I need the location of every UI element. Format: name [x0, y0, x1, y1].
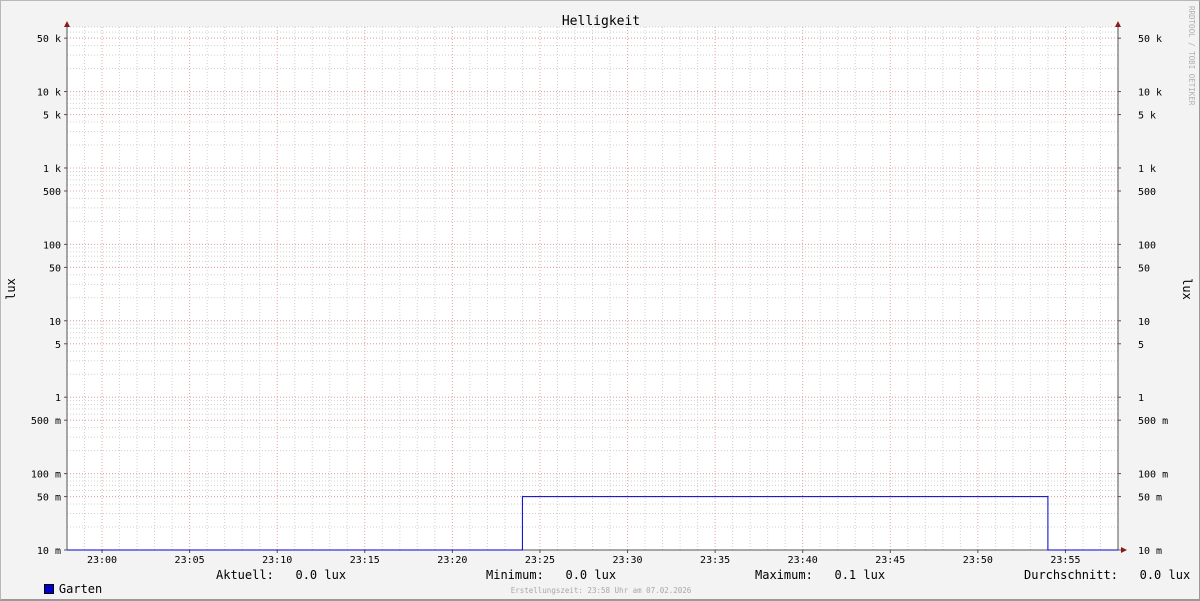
footer-timestamp: Erstellungszeit: 23:58 Uhr am 07.02.2026 [511, 586, 692, 595]
y-tick-label-left: 100 [43, 240, 61, 251]
y-tick-label-left: 10 m [37, 546, 61, 557]
min-value: 0.0 lux [565, 568, 617, 582]
legend-series-name: Garten [58, 582, 103, 596]
x-tick-label: 23:10 [262, 555, 292, 566]
legend-current: Aktuell: 0.0 lux [216, 568, 346, 582]
x-tick-label: 23:40 [788, 555, 818, 566]
y-tick-label-right: 50 k [1138, 34, 1162, 45]
x-tick-label: 23:15 [350, 555, 380, 566]
y-tick-label-right: 10 [1138, 317, 1150, 328]
y-tick-label-left: 10 [49, 317, 61, 328]
series-line-garten [67, 496, 1118, 551]
y-tick-label-right: 500 [1138, 187, 1156, 198]
y-tick-label-left: 500 m [31, 416, 61, 427]
max-label: Maximum: [755, 568, 813, 582]
y-tick-label-left: 1 k [43, 164, 61, 175]
current-label: Aktuell: [216, 568, 274, 582]
x-tick-label: 23:55 [1050, 555, 1080, 566]
legend-minimum: Minimum: 0.0 lux [486, 568, 616, 582]
y-tick-label-left: 50 k [37, 34, 61, 45]
y-tick-label-right: 100 [1138, 240, 1156, 251]
y-tick-label-right: 1 k [1138, 164, 1156, 175]
legend-series: Garten [15, 568, 103, 599]
x-tick-label: 23:35 [700, 555, 730, 566]
legend-average: Durchschnitt: 0.0 lux [1024, 568, 1190, 582]
x-tick-label: 23:05 [175, 555, 205, 566]
y-tick-label-left: 500 [43, 187, 61, 198]
y-tick-label-left: 100 m [31, 470, 61, 481]
y-tick-label-right: 50 m [1138, 493, 1162, 504]
min-label: Minimum: [486, 568, 544, 582]
x-tick-label: 23:25 [525, 555, 555, 566]
y-tick-label-right: 10 m [1138, 546, 1162, 557]
chart-title: Helligkeit [562, 14, 640, 29]
y-tick-label-left: 50 m [37, 493, 61, 504]
x-tick-label: 23:20 [437, 555, 467, 566]
y-axis-arrow-icon [64, 21, 70, 27]
y-tick-label-left: 5 k [43, 111, 61, 122]
avg-value: 0.0 lux [1139, 568, 1191, 582]
y-tick-label-right: 100 m [1138, 470, 1168, 481]
current-value: 0.0 lux [295, 568, 347, 582]
y-tick-label-right: 5 k [1138, 111, 1156, 122]
max-value: 0.1 lux [834, 568, 886, 582]
y-axis-label-right: lux [1180, 278, 1194, 300]
x-tick-label: 23:45 [875, 555, 905, 566]
y-tick-label-left: 5 [55, 340, 61, 351]
watermark: RRDTOOL / TOBI OETIKER [1187, 6, 1196, 106]
y-tick-label-right: 5 [1138, 340, 1144, 351]
avg-label: Durchschnitt: [1024, 568, 1118, 582]
x-axis-arrow-icon [1121, 547, 1127, 553]
y-axis-arrow-icon [1115, 21, 1121, 27]
y-tick-label-right: 1 [1138, 393, 1144, 404]
y-tick-label-left: 10 k [37, 88, 61, 99]
y-axis-label-left: lux [4, 278, 18, 300]
y-tick-label-left: 50 [49, 263, 61, 274]
x-tick-label: 23:50 [963, 555, 993, 566]
y-tick-label-right: 10 k [1138, 88, 1162, 99]
legend-swatch [43, 584, 54, 594]
x-tick-label: 23:00 [87, 555, 117, 566]
legend-maximum: Maximum: 0.1 lux [755, 568, 885, 582]
y-tick-label-right: 500 m [1138, 416, 1168, 427]
y-tick-label-left: 1 [55, 393, 61, 404]
x-tick-label: 23:30 [612, 555, 642, 566]
y-tick-label-right: 50 [1138, 263, 1150, 274]
